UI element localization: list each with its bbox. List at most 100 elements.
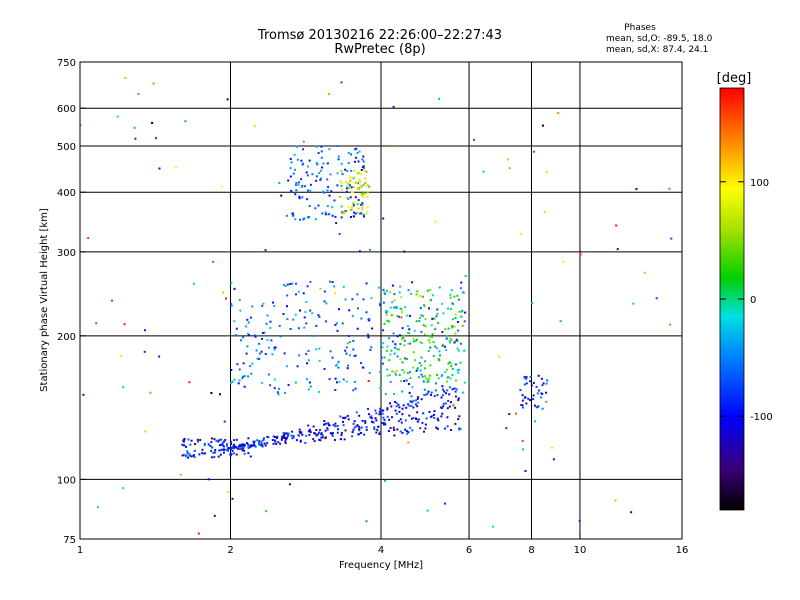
data-point [345, 181, 348, 184]
data-point [317, 204, 320, 207]
data-point [505, 427, 508, 430]
data-point [321, 166, 324, 169]
data-point [294, 168, 296, 171]
data-point [357, 433, 360, 436]
data-point [362, 155, 365, 158]
data-point [133, 126, 136, 129]
data-point [322, 191, 325, 194]
data-point [193, 456, 196, 459]
data-point [407, 431, 410, 434]
data-point [334, 425, 337, 428]
data-point [461, 324, 464, 327]
data-point [196, 438, 199, 441]
data-point [273, 348, 276, 351]
data-point [405, 406, 408, 409]
data-point [231, 380, 234, 383]
data-point [450, 339, 453, 342]
data-point [349, 208, 352, 211]
data-point [271, 439, 274, 441]
data-point [290, 434, 293, 437]
data-point [302, 292, 305, 295]
data-point [275, 437, 278, 440]
data-point [231, 497, 234, 500]
data-point [333, 285, 336, 288]
data-point [290, 189, 293, 192]
data-point [427, 390, 430, 393]
data-point [401, 338, 403, 341]
data-point [521, 404, 524, 407]
data-point [521, 439, 524, 442]
data-point [421, 295, 424, 298]
data-point [436, 394, 439, 397]
data-point [442, 312, 445, 315]
data-point [221, 442, 224, 444]
data-point [398, 348, 400, 351]
data-point [381, 409, 384, 412]
data-point [428, 299, 431, 302]
data-point [451, 324, 453, 327]
data-point [449, 341, 452, 344]
data-point [537, 389, 540, 392]
data-point [326, 428, 329, 431]
data-point [353, 201, 356, 204]
data-point [428, 335, 431, 338]
data-point [447, 307, 449, 310]
data-point [144, 430, 147, 433]
data-point [315, 429, 318, 431]
data-point [254, 445, 257, 448]
data-point [317, 152, 320, 155]
data-point [533, 404, 536, 407]
data-point [419, 427, 422, 430]
data-point [318, 438, 321, 441]
data-point [357, 307, 359, 310]
data-point [276, 435, 279, 438]
data-point [318, 431, 321, 434]
data-point [412, 337, 415, 340]
data-point [349, 354, 352, 357]
data-point [267, 346, 270, 349]
data-point [351, 314, 354, 317]
data-point [391, 301, 394, 304]
data-point [188, 453, 191, 456]
data-point [342, 212, 345, 214]
data-point [312, 425, 315, 428]
data-point [445, 392, 447, 395]
data-point [260, 442, 263, 445]
data-point [457, 298, 460, 301]
data-point [253, 444, 256, 447]
data-point [434, 327, 437, 330]
data-point [426, 378, 429, 381]
data-point [270, 339, 273, 342]
data-point [399, 358, 402, 361]
data-point [444, 502, 446, 505]
data-point [309, 431, 312, 433]
data-point [217, 440, 220, 443]
data-point [363, 433, 366, 436]
data-point [396, 348, 399, 351]
data-point [331, 356, 334, 359]
data-point [406, 314, 409, 317]
data-point [361, 194, 364, 197]
data-point [289, 283, 292, 285]
data-point [210, 456, 213, 459]
data-point [446, 389, 449, 392]
data-point [262, 302, 265, 305]
data-point [384, 479, 387, 482]
data-point [441, 412, 444, 415]
data-point [340, 434, 343, 437]
data-point [220, 185, 223, 188]
data-point [381, 346, 384, 349]
data-point [294, 381, 297, 384]
data-point [383, 419, 386, 421]
data-point [381, 412, 384, 415]
data-point [336, 329, 339, 332]
data-point [228, 447, 231, 450]
data-point [233, 287, 236, 290]
data-point [297, 327, 300, 330]
data-point [254, 335, 257, 338]
data-point [632, 302, 635, 305]
data-point [401, 413, 404, 416]
data-point [341, 173, 344, 176]
data-point [123, 323, 126, 326]
x-axis-label: Frequency [MHz] [339, 560, 423, 571]
